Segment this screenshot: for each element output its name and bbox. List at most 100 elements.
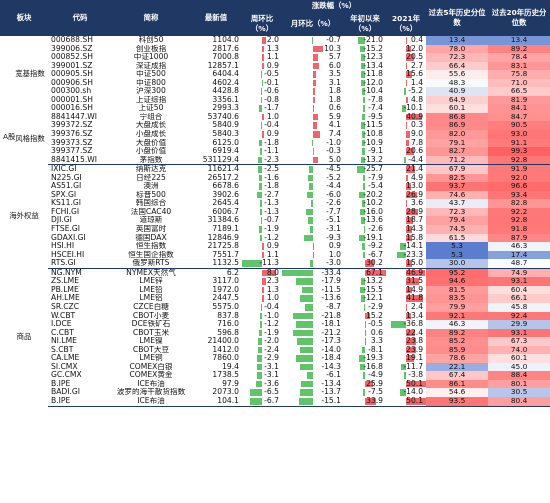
header-pct5: 过去5年历史分位数: [426, 0, 489, 36]
price-cell: 19.4: [222, 362, 239, 371]
change-value: 28.9: [406, 207, 424, 216]
change-value: 19.1: [406, 354, 424, 363]
pct20-cell: 17.4: [488, 250, 550, 260]
month-change-cell: 5.9: [282, 113, 344, 122]
change-value: 23.8: [406, 337, 424, 346]
week-change-cell: -1.2: [242, 320, 282, 329]
change-value: -2.4: [264, 345, 279, 354]
change-bar: [400, 243, 406, 250]
pct5-cell: 13.4: [426, 36, 489, 45]
change-value: 5.9: [328, 112, 341, 121]
month-change-cell: -21.8: [282, 312, 344, 321]
change-value: -14.3: [321, 362, 341, 371]
change-bar: [282, 269, 313, 277]
pct20-cell: 92.8: [488, 216, 550, 226]
ytd-change-cell: -20.2: [344, 191, 386, 200]
change-value: 20.5: [406, 53, 424, 62]
price-cell: 2447.5: [212, 294, 239, 303]
month-change-cell: -33.4: [282, 268, 344, 277]
ytd-change-cell: -9.1: [344, 147, 386, 156]
change-bar: [313, 122, 317, 130]
week-change-cell: -2.4: [242, 346, 282, 355]
code-cell: FTSE.GI: [51, 225, 81, 234]
change-bar: [312, 139, 313, 147]
change-bar: [356, 166, 365, 173]
change-value: -15.1: [321, 396, 341, 405]
month-change-cell: 5.7: [282, 53, 344, 62]
change-value: 7.4: [328, 130, 341, 139]
change-bar: [260, 88, 262, 95]
change-bar: [307, 191, 313, 199]
pct5-cell: 43.7: [426, 199, 489, 208]
change-value: -3.1: [326, 225, 341, 234]
change-bar: [299, 363, 313, 371]
ytd-change-cell: -11.8: [344, 70, 386, 79]
change-bar: [298, 397, 313, 405]
change-bar: [256, 355, 262, 362]
y2021-change-cell: -5.2: [386, 87, 426, 96]
change-value: 8.0: [266, 268, 279, 277]
change-bar: [262, 54, 264, 61]
change-value: -3.0: [326, 259, 341, 268]
code-cell: 000688.SH: [51, 36, 93, 44]
name-cell: 沪深300: [136, 87, 166, 96]
change-value: 10.3: [324, 44, 341, 53]
change-value: -13.2: [363, 277, 383, 286]
table-row: BADI.GI 波罗的海干散货指数 2073.0 -6.5 -13.7 -7.5 -14.0…: [0, 388, 550, 397]
month-change-cell: -0.3: [282, 147, 344, 156]
table-row: 宽基指数 000688.SH 科创50 1104.0 2.0 -0.7 -21.0 0.4 13…: [0, 36, 550, 78]
pct5-cell: 5.3: [426, 242, 489, 251]
price-cell: 7860.0: [212, 354, 239, 363]
change-bar: [403, 88, 406, 95]
y2021-change-cell: 12.0: [386, 45, 426, 54]
pct20-cell: 83.1: [488, 61, 550, 71]
ytd-change-cell: -7.4: [344, 104, 386, 113]
week-change-cell: 1.1: [242, 53, 282, 62]
change-bar: [406, 312, 412, 320]
pct20-cell: 87.9: [488, 233, 550, 243]
change-bar: [261, 122, 262, 130]
pct20-cell: 84.1: [488, 104, 550, 113]
name-cell: COMEX白银: [129, 362, 173, 371]
change-value: 5.7: [328, 53, 341, 62]
code-cell: BADI.GI: [51, 388, 81, 397]
code-cell: B.IPE: [51, 379, 71, 388]
ytd-change-cell: -10.4: [344, 87, 386, 96]
change-value: -2.3: [264, 155, 279, 164]
name-cell: 创业板指: [135, 44, 167, 53]
y2021-change-cell: -14.0: [386, 388, 426, 397]
change-value: -1.8: [264, 138, 279, 147]
month-change-cell: -3.0: [282, 259, 344, 269]
name-cell: 深证成指: [135, 61, 167, 70]
change-value: 2.0: [266, 36, 279, 44]
price-cell: 5840.9: [212, 121, 239, 130]
change-bar: [361, 71, 365, 78]
name-cell: LME镍: [139, 337, 163, 346]
pct20-cell: 99.3: [488, 147, 550, 156]
name-cell: CBOT小麦: [132, 311, 170, 320]
change-bar: [257, 191, 262, 199]
y2021-change-cell: 4.8: [386, 96, 426, 105]
month-change-cell: -14.0: [282, 346, 344, 355]
name-cell: 恒生指数: [135, 242, 167, 251]
change-value: -13.6: [363, 216, 383, 225]
change-bar: [401, 363, 406, 371]
change-value: 50.1: [406, 379, 424, 388]
y2021-change-cell: 50.1: [386, 380, 426, 389]
y2021-change-cell: -11.7: [386, 363, 426, 372]
change-value: -6.7: [264, 396, 279, 405]
pct20-cell: 84.7: [488, 112, 550, 122]
month-change-cell: -4.5: [282, 165, 344, 174]
ytd-change-cell: -4.9: [344, 371, 386, 380]
name-cell: LME铝: [139, 294, 163, 303]
y2021-change-cell: 0.4: [386, 36, 426, 45]
y2021-change-cell: 28.9: [386, 208, 426, 217]
change-bar: [257, 156, 262, 164]
pct5-cell: 85.9: [426, 345, 489, 355]
month-change-cell: -5.2: [282, 174, 344, 183]
code-cell: W.CBT: [51, 311, 76, 320]
change-value: 25.9: [366, 379, 383, 388]
table-row: FTSE.GI 英国富时 7189.1 -1.9 -3.1 -2.6 14.3 74.5 91.…: [0, 225, 550, 234]
change-bar: [295, 355, 313, 362]
change-bar: [362, 389, 365, 396]
